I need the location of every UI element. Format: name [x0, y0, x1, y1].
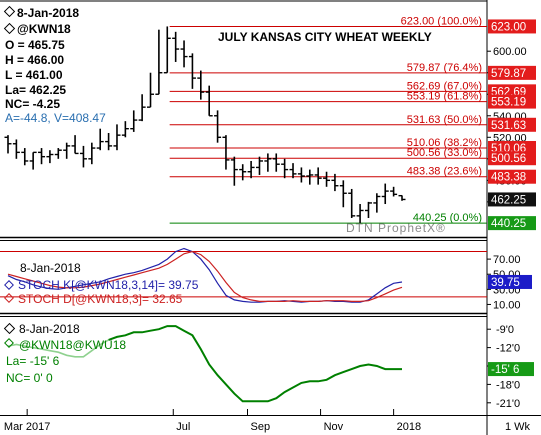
time-tick-label: 2018 — [397, 421, 421, 433]
time-tick-label: Nov — [324, 421, 344, 433]
fib-label: 500.56 (33.0%) — [407, 147, 482, 159]
stoch-tick-label: 10.00 — [493, 299, 521, 311]
fib-tag-bg — [488, 151, 536, 166]
price-tick-label: 600.00 — [493, 46, 527, 58]
last-price-tag: 462.25 — [488, 192, 536, 207]
chart-title: JULY KANSAS CITY WHEAT WEEKLY — [218, 30, 432, 44]
fib-label: 510.06 (38.2%) — [407, 137, 482, 149]
stoch-k-tag: 39.75 — [488, 274, 532, 289]
header-open: O = 465.75 — [5, 38, 65, 52]
spread-last: La= -15' 6 — [6, 354, 60, 368]
fib-tag: 623.00 — [488, 19, 536, 34]
spread-last-tag-bg — [488, 362, 534, 377]
header-av: A=-44.8, V=408.47 — [5, 111, 106, 125]
stoch-k-tag-text: 39.75 — [491, 277, 520, 289]
stoch-d-label: STOCH D[@KWN18,3]= 32.65 — [18, 292, 183, 306]
fib-tag-bg — [488, 169, 536, 184]
spread-date: 8-Jan-2018 — [19, 322, 80, 336]
spread-line — [7, 325, 402, 403]
fib-tag-bg — [488, 19, 536, 34]
stoch-tick-label: 70.00 — [493, 254, 521, 266]
fib-label: 623.00 (100.0%) — [401, 15, 482, 27]
stochastics-lines — [0, 247, 487, 303]
fib-label: 562.69 (67.0%) — [407, 80, 482, 92]
frames — [0, 0, 541, 416]
stoch-d-diamond-icon — [4, 293, 14, 303]
spread-tick-label: -9'0 — [496, 324, 514, 336]
fib-label: 579.87 (76.4%) — [407, 62, 482, 74]
time-axis: Mar 2017 Jul Sep Nov 2018 1 Wk — [4, 409, 531, 435]
fib-label: 553.19 (61.8%) — [407, 91, 482, 103]
header-date: 8-Jan-2018 — [17, 6, 79, 20]
spread-line-faded — [7, 339, 109, 358]
stoch-k-diamond-icon — [4, 280, 14, 290]
chevron-icon — [3, 322, 16, 335]
spread-last-tag-text: -15' 6 — [491, 364, 519, 376]
diamond-icon — [3, 22, 16, 35]
fib-tag-text: 623.00 — [491, 21, 526, 33]
spread-symbol: @KWN18@KWU18 — [19, 338, 126, 352]
price-axis: 600.00580.00560.00540.00520.00500.00480.… — [487, 19, 536, 231]
fib-tag: 440.25 — [488, 216, 536, 231]
fib-tag-text: 440.25 — [491, 218, 526, 230]
spread-change: NC= 0' 0 — [6, 371, 53, 385]
header-symbol: @KWN18 — [17, 22, 71, 36]
fib-tag: 500.56 — [488, 151, 536, 166]
fibonacci-levels: 623.00 (100.0%) 579.87 (76.4%) 562.69 (67.… — [169, 15, 487, 224]
header-low: L = 461.00 — [5, 68, 63, 82]
fib-tag-text: 579.87 — [491, 68, 526, 80]
spread-tick-label: -18'0 — [496, 379, 520, 391]
fib-label: 531.63 (50.0%) — [407, 114, 482, 126]
fib-tag-text: 531.63 — [491, 120, 526, 132]
fib-tag-bg — [488, 117, 536, 132]
fib-tag-text: 483.38 — [491, 172, 526, 184]
fib-tag-bg — [488, 65, 536, 80]
header-last: La= 462.25 — [5, 83, 66, 97]
spread-diamond-icon — [4, 338, 14, 348]
spread-tick-label: -12'0 — [496, 343, 520, 355]
last-price-tag-bg — [488, 192, 536, 207]
fib-tag-bg — [488, 94, 536, 109]
time-tick-label: Sep — [251, 421, 271, 433]
stoch-date: 8-Jan-2018 — [20, 261, 81, 275]
time-tick-label: Jul — [176, 421, 190, 433]
last-price-tag-text: 462.25 — [491, 194, 526, 206]
header-change: NC= -4.25 — [5, 97, 60, 111]
fib-tag-text: 500.56 — [491, 153, 526, 165]
stoch-header: 8-Jan-2018 STOCH K[@KWN18,3,14]= 39.75 S… — [4, 261, 199, 306]
stoch-k-label: STOCH K[@KWN18,3,14]= 39.75 — [18, 278, 199, 292]
price-bars — [4, 26, 406, 224]
price-header: 8-Jan-2018 @KWN18 O = 465.75 H = 466.00 … — [3, 5, 446, 235]
fib-tag-text: 553.19 — [491, 97, 526, 109]
spread-header: 8-Jan-2018 @KWN18@KWU18 La= -15' 6 NC= 0… — [3, 322, 126, 385]
stoch-k-line — [7, 247, 403, 303]
fib-tag: 531.63 — [488, 117, 536, 132]
fib-label: 440.25 (0.0%) — [413, 212, 482, 224]
header-high: H = 466.00 — [5, 53, 64, 67]
chevron-icon — [3, 5, 16, 18]
fib-tag: 483.38 — [488, 169, 536, 184]
spread-last-tag: -15' 6 — [488, 362, 534, 377]
spread-axis: -9'0-12'0-15'0-18'0-21'0-15' 6 — [487, 324, 534, 410]
stoch-k-tag-bg — [488, 274, 532, 289]
fib-tag: 553.19 — [488, 94, 536, 109]
period-label: 1 Wk — [505, 421, 531, 433]
fib-label: 483.38 (23.6%) — [407, 166, 482, 178]
time-tick-label: Mar 2017 — [4, 421, 50, 433]
fib-tag-bg — [488, 216, 536, 231]
watermark: DTN ProphetX® — [346, 221, 446, 235]
stoch-d-line — [7, 250, 403, 302]
spread-tick-label: -21'0 — [496, 398, 520, 410]
spread-line — [108, 325, 402, 403]
fib-tag: 579.87 — [488, 65, 536, 80]
